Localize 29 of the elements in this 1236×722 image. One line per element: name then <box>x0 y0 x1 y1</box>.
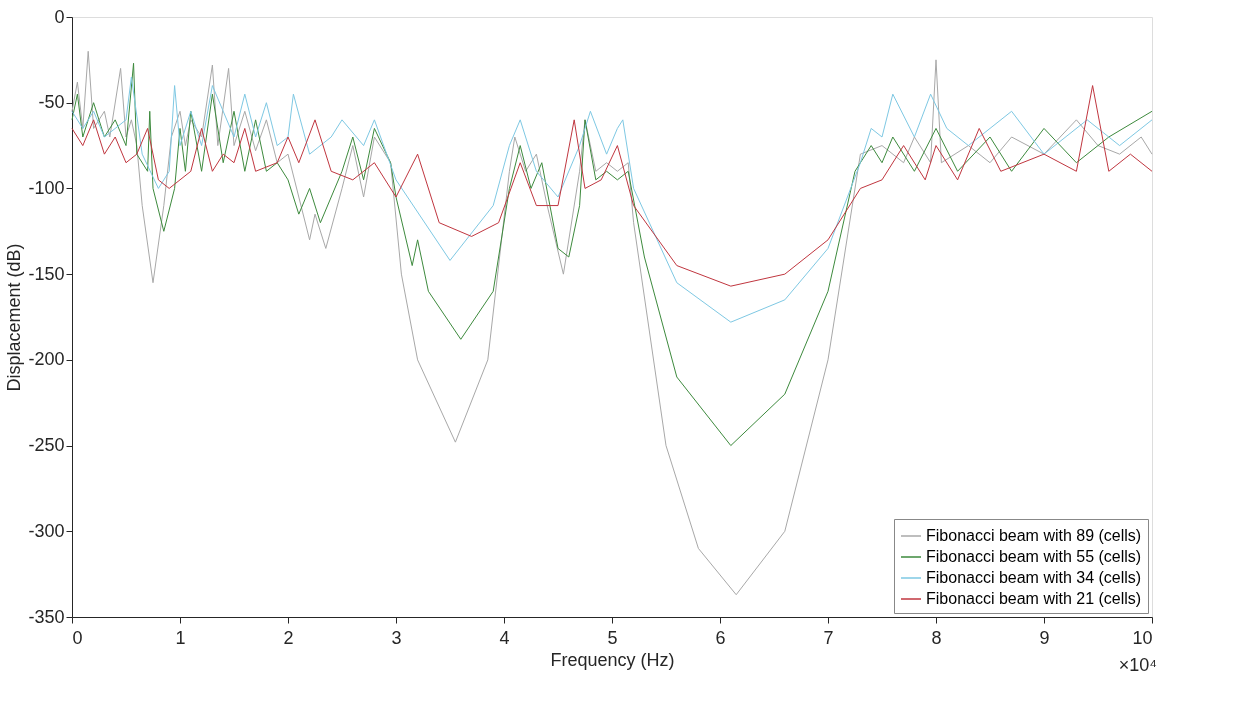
x-tick-label: 8 <box>931 627 942 648</box>
line-series <box>71 62 1153 447</box>
x-tick-label: 6 <box>715 627 726 648</box>
legend-label: Fibonacci beam with 21 (cells) <box>926 590 1142 607</box>
legend-label: Fibonacci beam with 55 (cells) <box>926 548 1142 565</box>
x-tick-label: 5 <box>607 627 618 648</box>
x-tick-label: 4 <box>499 627 510 648</box>
legend-label: Fibonacci beam with 34 (cells) <box>926 569 1142 586</box>
line-series <box>71 85 1153 287</box>
y-tick-label: -50 <box>38 92 65 113</box>
x-tick-label: 9 <box>1039 627 1050 648</box>
x-tick-label: 7 <box>823 627 834 648</box>
y-tick-label: -250 <box>28 435 65 456</box>
x-tick-label: 0 <box>72 627 83 648</box>
x-tick-label: 2 <box>283 627 294 648</box>
text: ×10⁴ <box>1118 655 1157 675</box>
y-tick-label: -300 <box>28 520 65 541</box>
legend-label: Fibonacci beam with 89 (cells) <box>926 527 1142 544</box>
x-tick-label: 1 <box>175 627 186 648</box>
y-axis-title: Displacement (dB) <box>4 243 25 392</box>
x-tick-label: 3 <box>391 627 402 648</box>
x-axis-title: Frequency (Hz) <box>550 649 675 670</box>
y-tick-label: -200 <box>28 349 65 370</box>
line-series <box>71 76 1153 323</box>
x-tick-label: 10 <box>1132 627 1153 648</box>
y-tick-label: -350 <box>28 606 65 627</box>
y-tick-label: -150 <box>28 263 65 284</box>
y-tick-label: -100 <box>28 177 65 198</box>
y-tick-label: 0 <box>54 6 65 27</box>
